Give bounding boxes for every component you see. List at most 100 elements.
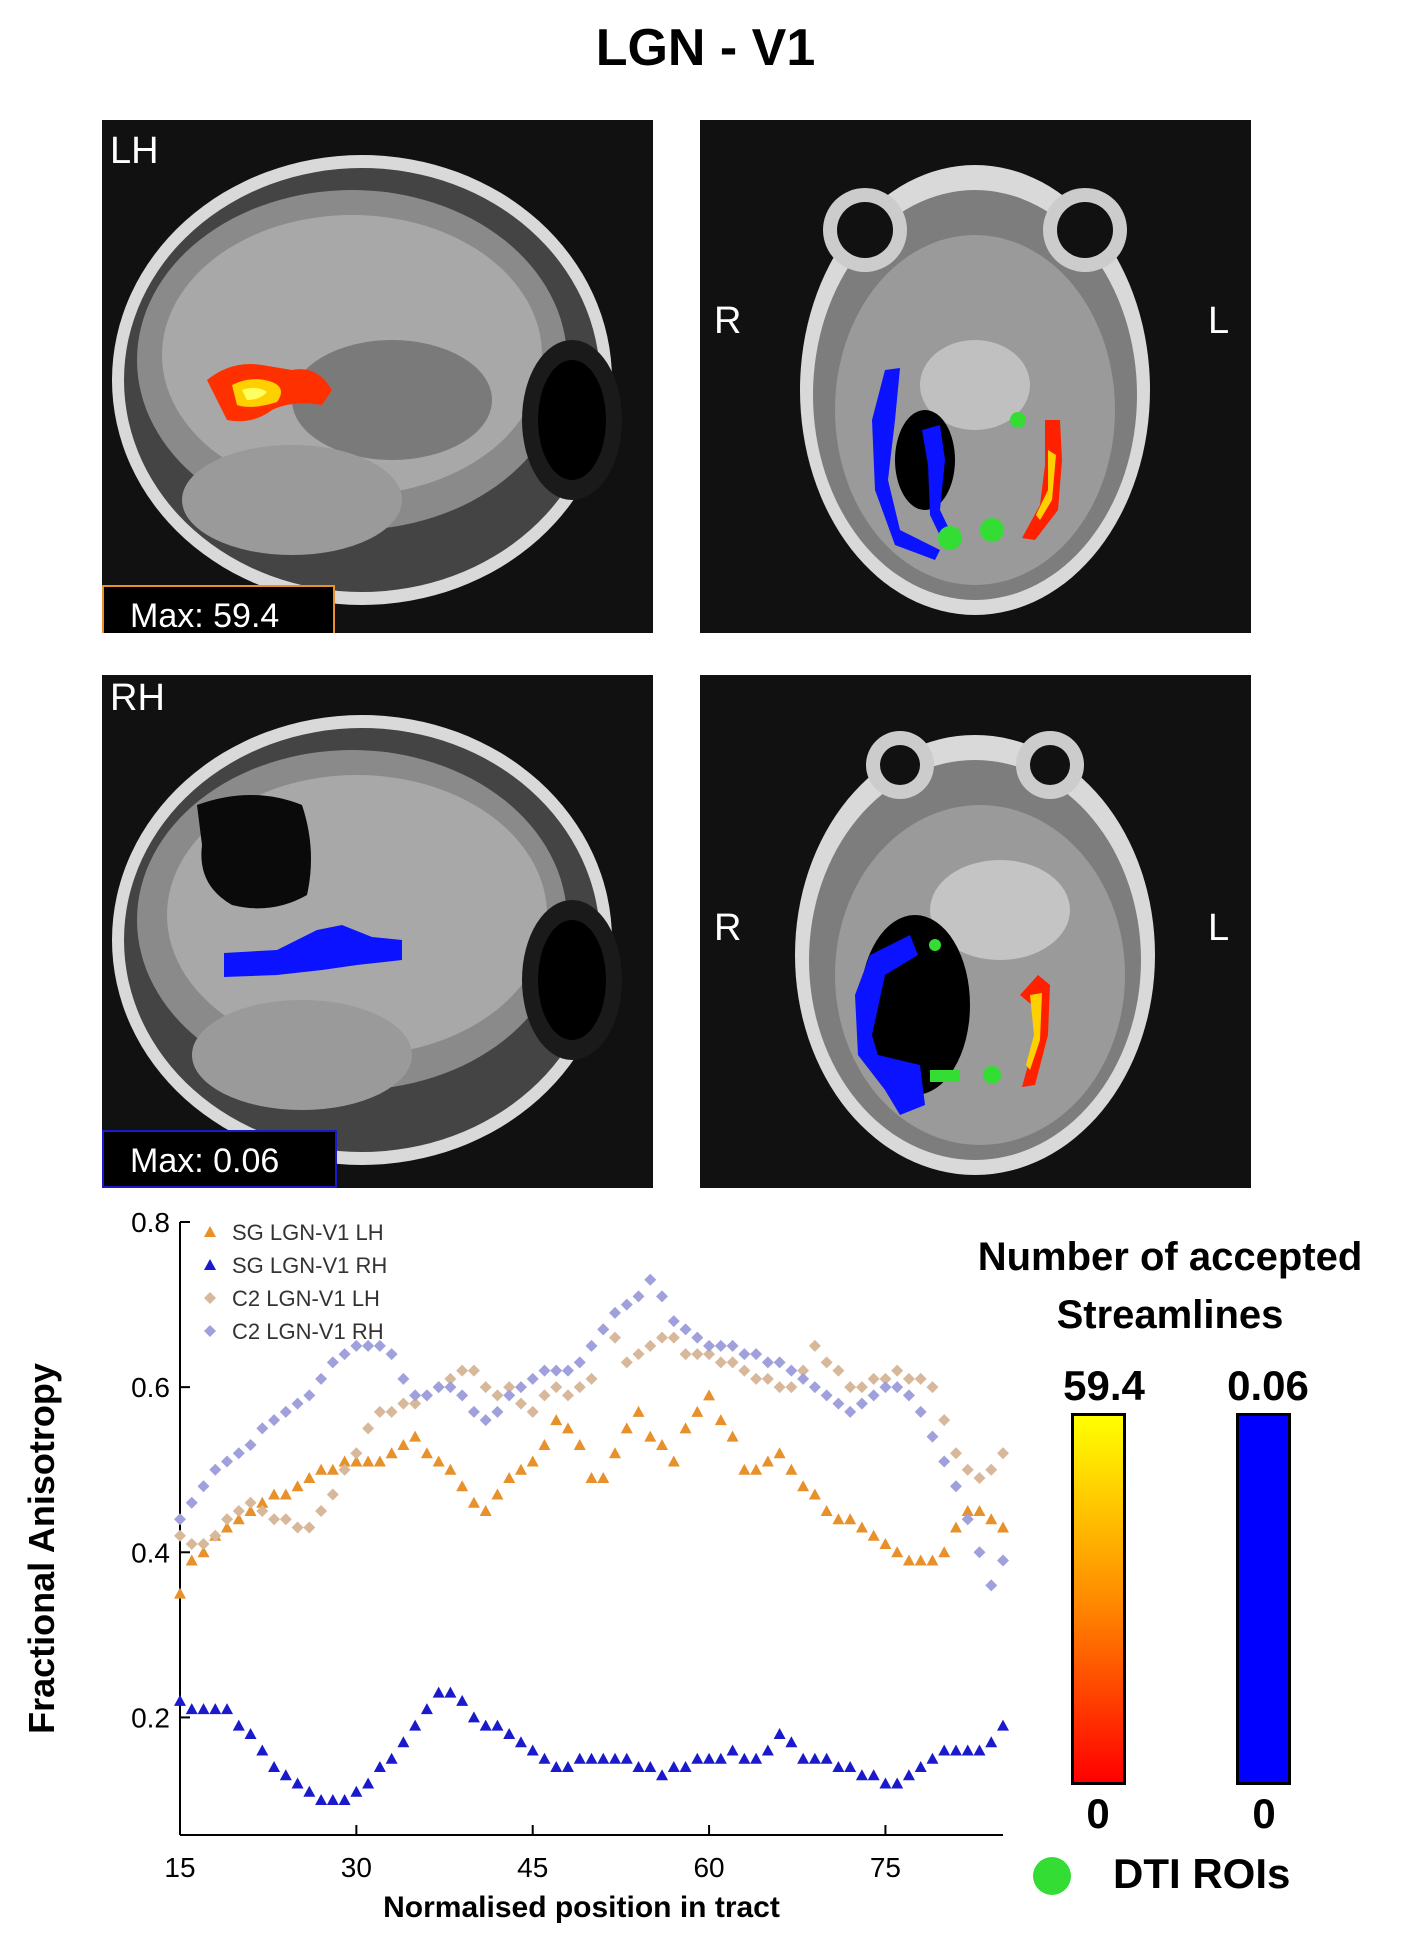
data-point	[373, 1760, 386, 1772]
data-point	[550, 1760, 563, 1772]
data-point	[338, 1348, 351, 1361]
data-point	[691, 1752, 704, 1764]
x-axis-title: Normalised position in tract	[383, 1891, 780, 1924]
data-point	[714, 1752, 727, 1764]
data-point	[879, 1538, 892, 1550]
data-point	[315, 1505, 328, 1517]
data-point	[268, 1488, 281, 1500]
data-point	[303, 1471, 316, 1483]
data-point	[244, 1727, 257, 1739]
data-point	[385, 1752, 398, 1764]
data-point	[926, 1752, 939, 1764]
legend-label: C2 LGN-V1 RH	[232, 1319, 384, 1344]
data-point	[609, 1447, 622, 1459]
colorbar-lh	[1071, 1413, 1126, 1785]
data-point	[409, 1389, 422, 1402]
data-point	[279, 1488, 292, 1500]
data-point	[397, 1372, 410, 1385]
y-axis-title: Fractional Anisotropy	[21, 1363, 62, 1734]
data-point	[609, 1331, 622, 1344]
data-point	[503, 1471, 516, 1483]
data-point	[291, 1480, 304, 1492]
data-point	[703, 1389, 716, 1401]
data-point	[855, 1769, 868, 1781]
orientation-label-l-top: L	[1208, 300, 1230, 342]
data-point	[961, 1513, 974, 1526]
data-point	[467, 1364, 480, 1377]
data-point	[385, 1405, 398, 1418]
data-point	[902, 1389, 915, 1402]
data-point	[656, 1769, 669, 1781]
data-point	[844, 1513, 857, 1525]
data-point	[444, 1372, 457, 1385]
data-point	[585, 1372, 598, 1385]
data-point	[656, 1331, 669, 1344]
data-point	[985, 1513, 998, 1525]
data-point	[573, 1356, 586, 1369]
data-point	[326, 1356, 339, 1369]
data-point	[832, 1760, 845, 1772]
data-point	[797, 1752, 810, 1764]
mri-sagittal-rh-panel: RH Max: 0.06	[102, 675, 653, 1188]
data-point	[197, 1538, 210, 1551]
data-point	[373, 1405, 386, 1418]
data-point	[514, 1463, 527, 1475]
data-point	[432, 1686, 445, 1698]
data-point	[691, 1405, 704, 1417]
data-point	[373, 1339, 386, 1352]
data-point	[949, 1521, 962, 1533]
data-point	[726, 1430, 739, 1442]
data-point	[867, 1769, 880, 1781]
x-tick-label: 75	[870, 1852, 901, 1883]
colorbar-title: Number of accepted Streamlines	[950, 1228, 1390, 1344]
mri-axial-top-panel: R L	[700, 120, 1251, 633]
data-point	[738, 1348, 751, 1361]
data-point	[503, 1389, 516, 1402]
data-point	[597, 1471, 610, 1483]
data-point	[820, 1505, 833, 1516]
data-point	[797, 1372, 810, 1385]
data-point	[902, 1554, 915, 1566]
data-point	[491, 1389, 504, 1402]
data-point	[303, 1785, 316, 1797]
data-point	[409, 1430, 422, 1442]
data-point	[997, 1719, 1009, 1731]
data-point	[350, 1339, 363, 1352]
data-point	[197, 1703, 210, 1715]
data-point	[938, 1546, 951, 1558]
data-point	[538, 1752, 551, 1764]
data-point	[315, 1463, 328, 1475]
data-point	[914, 1405, 927, 1418]
data-point	[209, 1463, 222, 1476]
data-point	[679, 1422, 692, 1434]
data-point	[526, 1372, 539, 1385]
data-point	[797, 1480, 810, 1492]
data-point	[703, 1339, 716, 1352]
data-point	[385, 1447, 398, 1459]
data-point	[185, 1554, 198, 1566]
data-point	[467, 1496, 480, 1508]
data-point	[750, 1372, 763, 1385]
data-point	[808, 1339, 821, 1352]
data-point	[209, 1529, 222, 1542]
data-point	[444, 1381, 457, 1394]
data-point	[467, 1711, 480, 1723]
data-point	[561, 1389, 574, 1402]
data-point	[244, 1505, 257, 1516]
data-point	[350, 1785, 363, 1797]
data-point	[432, 1455, 445, 1467]
data-point	[620, 1422, 633, 1434]
max-value-box-rh: Max: 0.06	[102, 1130, 337, 1188]
data-point	[902, 1372, 915, 1385]
orientation-label-r-bottom: R	[714, 907, 742, 949]
data-point	[291, 1397, 304, 1410]
y-tick-label: 0.8	[131, 1207, 170, 1238]
data-point	[573, 1381, 586, 1394]
data-point	[409, 1719, 422, 1731]
data-point	[891, 1381, 904, 1394]
data-point	[326, 1794, 339, 1805]
data-point	[691, 1348, 704, 1361]
sagittal-brain-lh-image	[112, 155, 622, 605]
data-point	[620, 1298, 633, 1311]
data-point	[420, 1389, 433, 1402]
